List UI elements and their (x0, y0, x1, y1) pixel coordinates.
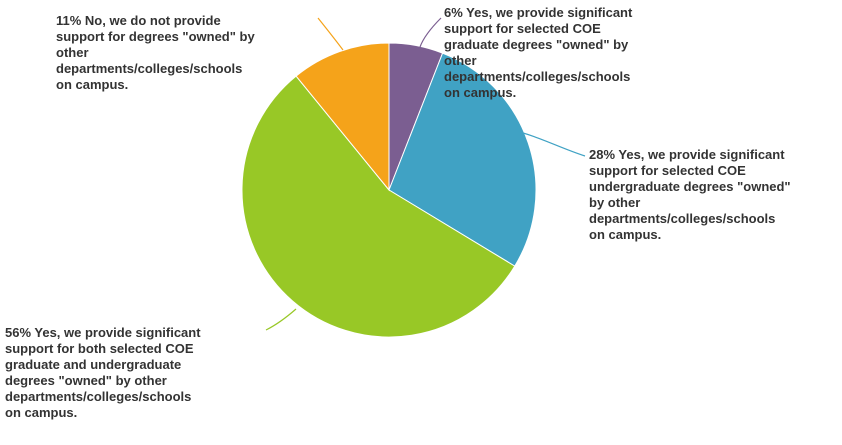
slice-label-no-support: 11% No, we do not provide support for de… (56, 13, 255, 93)
leader-line-both (266, 309, 296, 330)
slice-label-graduate: 6% Yes, we provide significant support f… (444, 5, 632, 101)
leader-line-no-support (318, 18, 343, 50)
leader-line-graduate (420, 18, 441, 47)
slice-label-both: 56% Yes, we provide significant support … (5, 325, 201, 421)
slice-label-undergraduate: 28% Yes, we provide significant support … (589, 147, 791, 243)
